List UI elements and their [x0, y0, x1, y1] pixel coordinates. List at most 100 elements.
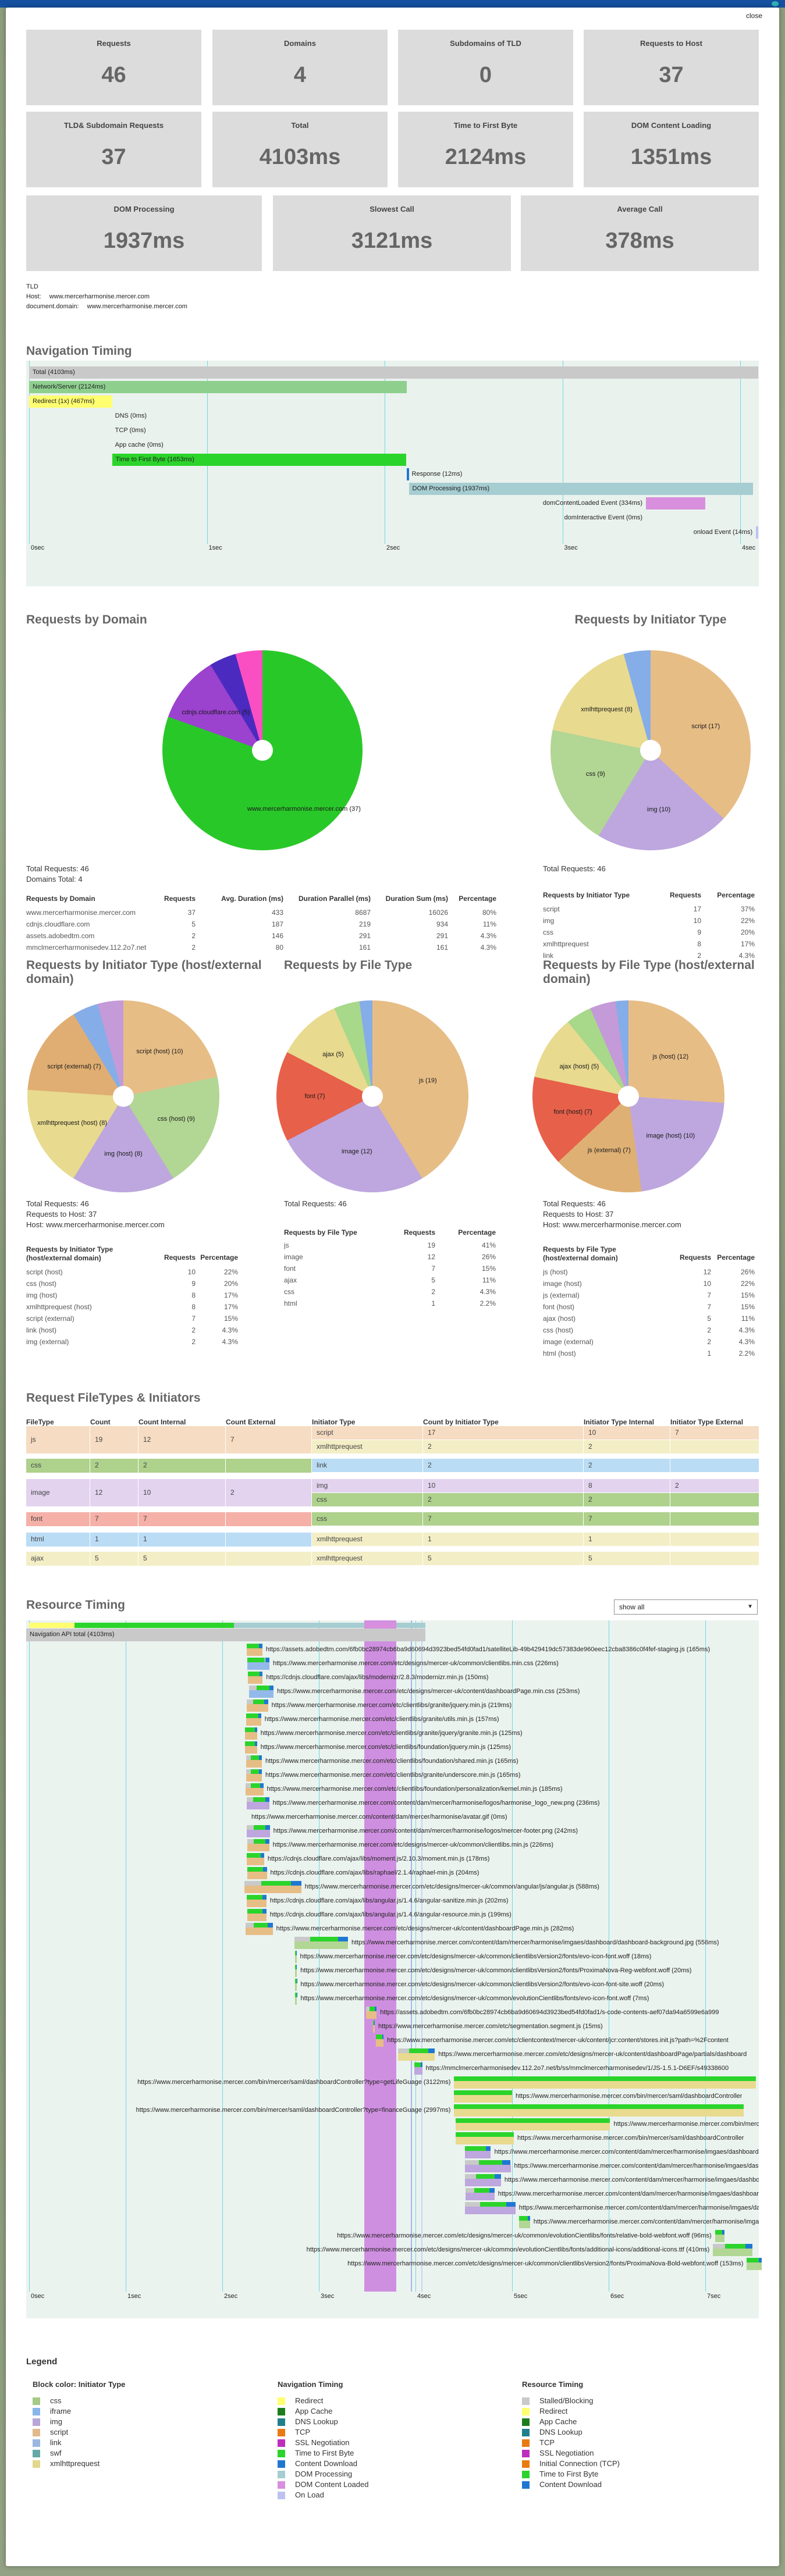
fti-group-cell: 7	[90, 1512, 138, 1526]
navigation-api-total-bar: Navigation API total (4103ms)	[26, 1629, 426, 1641]
table-cell: 17%	[223, 1291, 238, 1299]
resource-bar-timing-segment	[366, 2007, 370, 2011]
pie-slice-label: js (19)	[419, 1077, 437, 1085]
fti-sub-cell: 2	[584, 1440, 670, 1453]
summary-note: Host: www.mercerharmonise.mercer.com	[543, 1220, 681, 1229]
table-cell: js	[284, 1241, 289, 1249]
metric-card: Slowest Call 3121ms	[273, 195, 511, 271]
table-cell: 10	[693, 917, 701, 925]
close-button[interactable]: close	[746, 12, 763, 20]
fti-group-cell: image	[26, 1479, 90, 1506]
fti-sub-cell: 7	[423, 1512, 583, 1526]
summary-note: Total Requests: 46	[26, 1199, 89, 1208]
fti-group-cell: ajax	[26, 1552, 90, 1566]
table-cell: image	[284, 1253, 303, 1261]
resource-row-label: https://www.mercerharmonise.mercer.com/c…	[518, 2204, 759, 2211]
legend-swatch	[522, 2429, 530, 2436]
legend-item-label: SSL Negotiation	[539, 2449, 594, 2457]
summary-note: Requests to Host: 37	[543, 1210, 614, 1218]
metric-card-value: 0	[479, 63, 492, 87]
resource-bar-timing-segment	[261, 1881, 292, 1886]
fti-group-cell: 10	[138, 1479, 225, 1506]
resource-bar-timing-segment	[256, 1686, 269, 1690]
fti-sub-cell: 1	[584, 1533, 670, 1546]
table-header-cell: Requests by Initiator Type (host/externa…	[26, 1245, 113, 1262]
fti-group-cell-text: 2	[230, 1488, 235, 1497]
metric-card: Time to First Byte 2124ms	[398, 112, 573, 187]
fti-sub-cell: 7	[670, 1426, 759, 1440]
pie-slice-label: font (host) (7)	[553, 1108, 592, 1116]
fti-sub-cell: 7	[584, 1512, 670, 1526]
table-cell: 2	[191, 932, 196, 940]
legend-item-label: swf	[50, 2449, 62, 2457]
table-cell: 7	[191, 1314, 196, 1323]
table-cell: xmlhttprequest (host)	[26, 1303, 92, 1311]
table-cell: 161	[358, 943, 371, 952]
resource-row-label: https://www.mercerharmonise.mercer.com/e…	[271, 1702, 512, 1709]
table-cell: image (host)	[543, 1280, 582, 1288]
table-cell: script	[543, 905, 560, 913]
resource-bar-timing-segment	[713, 2244, 725, 2249]
resource-bar-initiator-block	[294, 1969, 297, 1977]
resource-bar-timing-segment	[291, 1881, 301, 1886]
resource-row-label: https://www.mercerharmonise.mercer.com/c…	[498, 2190, 759, 2197]
fti-sub-cell-text: 5	[588, 1554, 592, 1562]
resource-bar-timing-segment	[246, 1769, 251, 1774]
resource-bar-initiator-block	[366, 2011, 377, 2019]
nav-mini-segment	[233, 1623, 364, 1628]
resource-filter-select[interactable]: show all ▼	[614, 1599, 758, 1615]
table-header-cell: Percentage	[717, 891, 755, 899]
summary-note: Host: www.mercerharmonise.mercer.com	[26, 1220, 165, 1229]
table-cell: css (host)	[543, 1326, 574, 1334]
fti-sub-cell-text: 2	[428, 1461, 432, 1469]
resource-bar-initiator-block	[247, 1858, 264, 1865]
fti-sub-cell	[670, 1493, 759, 1506]
legend-swatch	[33, 2397, 40, 2405]
table-header-cell: Duration Sum (ms)	[385, 895, 448, 903]
nav-bar	[29, 396, 112, 408]
table-cell: 17	[693, 905, 701, 913]
metric-card-value: 4103ms	[259, 145, 341, 169]
filetype-title: Requests by File Type	[284, 959, 413, 972]
nav-bar	[409, 483, 754, 495]
legend-item-label: On Load	[295, 2491, 324, 2499]
resource-bar-initiator-block	[294, 1955, 297, 1963]
resource-bar-initiator-block	[747, 2263, 762, 2270]
resource-row-label: https://www.mercerharmonise.mercer.com/e…	[304, 1883, 599, 1890]
metric-card-label: Subdomains of TLD	[450, 39, 521, 48]
pie-slice-label: xmlhttprequest (host) (8)	[37, 1119, 108, 1127]
resource-bar-timing-segment	[296, 1951, 297, 1955]
table-cell: 7	[707, 1291, 711, 1299]
resource-bar-initiator-block	[295, 1997, 297, 2005]
fti-sub-cell: 2	[584, 1459, 670, 1472]
fti-group-cell: html	[26, 1533, 90, 1547]
resource-bar-initiator-block	[246, 1718, 261, 1726]
fti-sub-cell: 1	[423, 1533, 583, 1546]
table-cell: css	[284, 1288, 294, 1296]
nav-bar	[756, 526, 759, 539]
table-cell: 17%	[223, 1303, 238, 1311]
resource-row-label: https://www.mercerharmonise.mercer.com/e…	[300, 1953, 652, 1960]
table-cell: 15%	[740, 1303, 755, 1311]
resource-bar-timing-segment	[262, 1909, 267, 1914]
fti-sub-cell: 2	[584, 1493, 670, 1506]
table-header-cell: Percentage	[717, 1253, 755, 1262]
fti-group-cell: 7	[138, 1512, 225, 1526]
resource-bar-timing-segment	[246, 1644, 260, 1648]
fti-header-cell: Count External	[226, 1418, 276, 1426]
summary-note: Requests to Host: 37	[26, 1210, 97, 1218]
table-cell: 4.3%	[222, 1326, 238, 1334]
pie-center-hole	[640, 740, 661, 761]
fti-sub-cell	[670, 1533, 759, 1546]
nav-bar-label: Time to First Byte (1653ms)	[115, 456, 194, 463]
filetypes-initiators-title: Request FileTypes & Initiators	[26, 1391, 201, 1405]
resource-bar-initiator-block	[454, 2095, 512, 2103]
pie-slice-label: js (host) (12)	[652, 1053, 689, 1061]
table-cell: 1	[431, 1299, 435, 1307]
table-cell: 7	[431, 1264, 435, 1273]
resource-bar-timing-segment	[465, 2174, 476, 2179]
fti-group-cell-text: 12	[95, 1488, 103, 1497]
legend-item-label: script	[50, 2428, 69, 2436]
table-cell: 11%	[741, 1314, 755, 1323]
legend-swatch	[522, 2450, 530, 2457]
